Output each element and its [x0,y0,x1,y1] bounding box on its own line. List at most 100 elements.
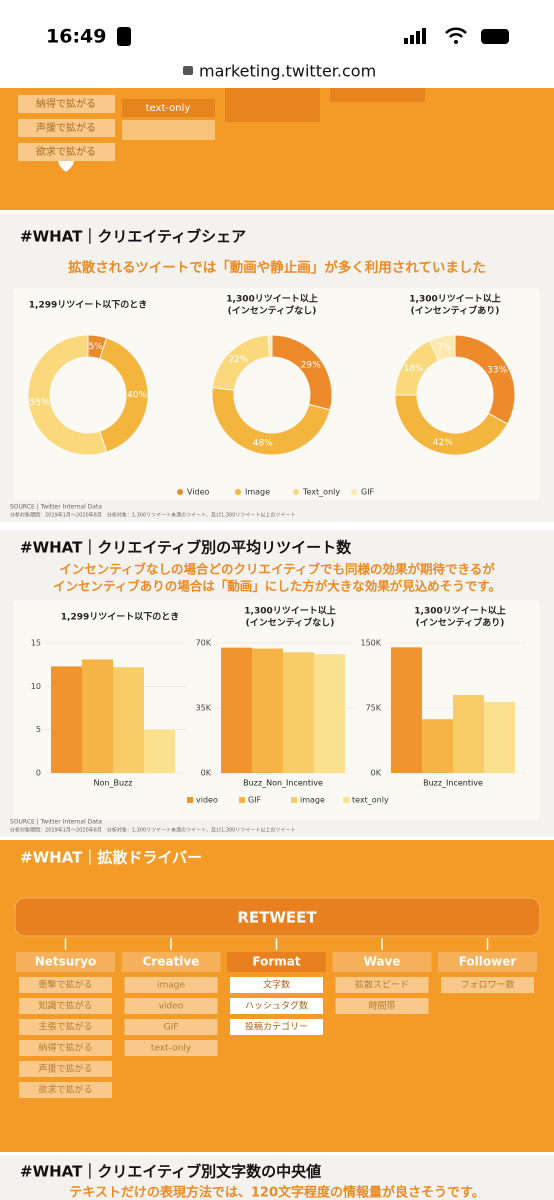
source: SOURCE | Twitter Internal Data [10,504,102,511]
column-heading: Creative [143,955,200,969]
url[interactable]: marketing.twitter.com [199,62,376,81]
retweet-label: RETWEET [237,909,317,927]
battery-icon [481,29,509,44]
y-tick-label: 35K [196,704,212,713]
value-label: 5% [89,342,104,352]
slide-subtitle: 拡散されるツイートでは「動画や静止画」が多く利用されていました [68,259,486,276]
item-label: 声援で拡がる [36,121,96,134]
item-label: 知識で拡がる [38,1000,92,1012]
bar [484,701,515,773]
chart-title: (インセンティブなし) [228,305,317,317]
donut-slice [394,394,509,456]
value-label: 29% [301,360,321,370]
column-head [16,952,115,972]
item-box [18,119,115,137]
item-label: 納得で拡がる [38,1042,92,1054]
item-box [19,1040,112,1056]
clock: 16:49 [46,26,106,48]
wifi-dot [454,40,458,44]
item-label: 文字数 [263,979,290,991]
slide-length [0,1155,554,1200]
legend-label: Image [245,488,270,497]
retweet-bar [14,897,541,937]
item-label: 投稿カテゴリー [245,1021,308,1033]
item-label: text-only [151,1044,192,1054]
item-box [18,95,115,113]
item-box [124,1019,218,1035]
x-tick-label: Non_Buzz [94,779,133,788]
item-box [441,977,534,993]
x-tick-label: Buzz_Incentive [423,779,483,788]
bar [391,647,422,773]
legend-label: image [300,796,325,805]
legend-swatch [177,489,183,495]
item-label: video [159,1002,184,1012]
bar [283,652,314,773]
note: 分析対象期間：2019年1月〜2020年8月 分析対象：1,300リツイート未満… [10,827,295,834]
value-label: 18% [404,364,424,374]
legend-swatch [187,797,193,803]
column-head [332,952,432,972]
chart-title: 1,300リツイート以上 [244,605,335,617]
y-tick-label: 0K [371,769,382,778]
item-box [19,1061,112,1077]
value-label: 42% [433,438,453,448]
item-box [124,998,218,1014]
bar [51,666,82,773]
y-tick-label: 0 [36,769,41,778]
bar [144,729,175,773]
item-label: GIF [164,1023,179,1033]
column-heading: Wave [364,955,401,969]
chart-title: (インセンティブあり) [416,617,505,629]
bar [252,648,283,773]
value-label: 22% [228,355,248,365]
slide-driver [0,840,554,1152]
chart-title: 1,300リツイート以上 [414,605,505,617]
y-tick-label: 0K [201,769,212,778]
signal-icon [404,28,426,44]
lock-icon[interactable] [183,66,193,75]
item-box [335,998,429,1014]
y-tick-label: 15 [31,639,41,648]
column-head [121,952,221,972]
item-label: 欲求で拡がる [38,1084,92,1096]
legend-swatch [239,797,245,803]
item-label: 主張で拡がる [38,1021,92,1033]
item-label: text-only [146,103,191,114]
legend-swatch [343,797,349,803]
y-tick-label: 70K [196,639,212,648]
legend-swatch [235,489,241,495]
column-heading: Netsuryo [35,955,97,969]
value-label: 7% [437,343,452,353]
slide-subtitle: インセンティブなしの場合どのクリエイティブでも同様の効果が期待できるが [59,562,495,577]
value-label: 33% [487,366,507,376]
item-box [230,998,323,1014]
item-label: ハッシュタグ数 [245,1000,308,1012]
y-tick-label: 75K [366,704,382,713]
legend-label: Text_only [302,488,340,497]
bar [453,695,484,773]
item-box [122,99,215,117]
item-label: 衝撃で拡がる [38,979,92,991]
legend-label: GIF [361,488,375,497]
item-label: image [157,981,185,991]
donut-slice [267,334,273,358]
value-label: 55% [30,398,50,408]
chart-title: 1,300リツイート以上 [409,293,500,305]
item-box [230,1019,323,1035]
item-label: 拡散スピード [355,979,409,991]
item-label: フォロワー数 [460,979,514,991]
donut-slice [428,334,456,362]
legend-swatch [293,489,299,495]
donut-slice [211,386,331,456]
value-label: 48% [253,439,273,449]
slide-title: #WHAT｜クリエイティブ別の平均リツイート数 [20,539,352,557]
item-box [19,977,112,993]
chart-title: (インセンティブなし) [246,617,335,629]
value-label: 40% [127,391,147,401]
y-tick-label: 5 [36,725,41,734]
bar [82,659,113,773]
browser-chrome [0,0,554,88]
legend-label: GIF [248,796,262,805]
